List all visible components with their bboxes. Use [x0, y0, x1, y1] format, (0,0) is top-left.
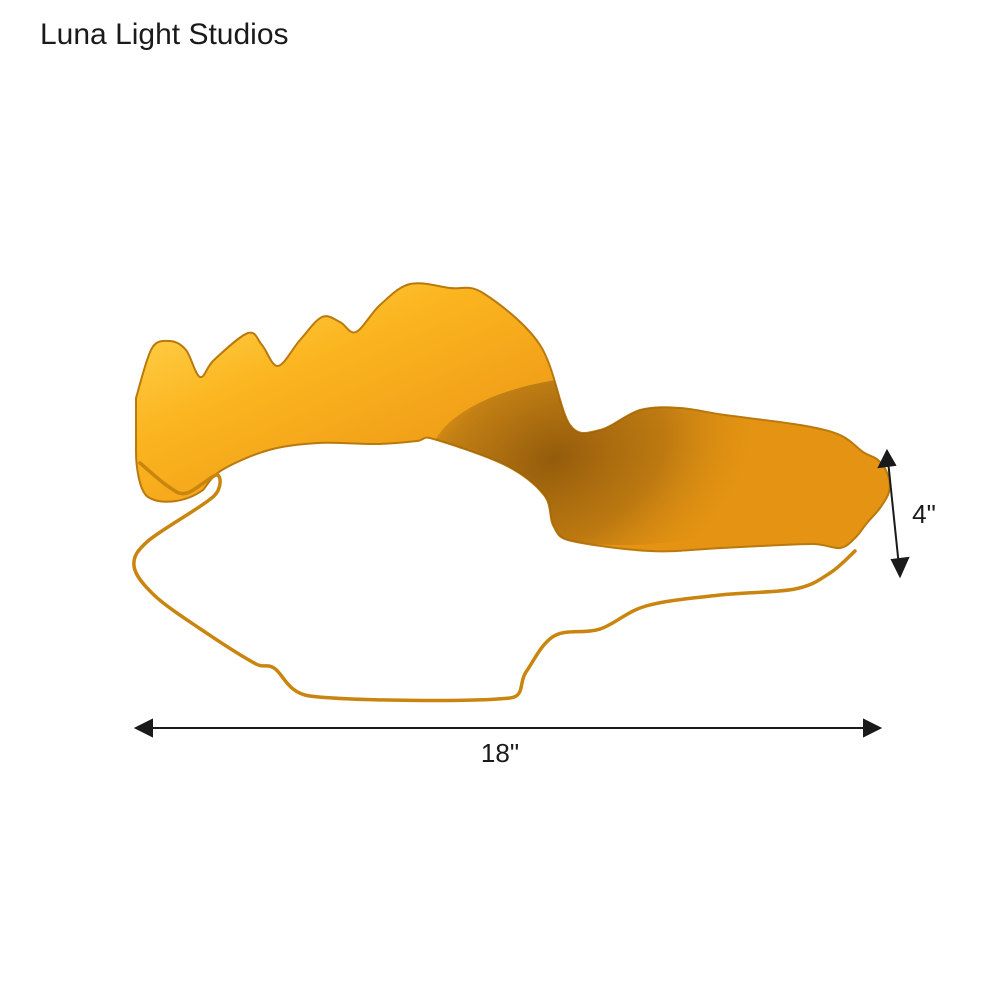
svg-text:18": 18"	[481, 738, 519, 768]
svg-text:4": 4"	[912, 499, 936, 529]
